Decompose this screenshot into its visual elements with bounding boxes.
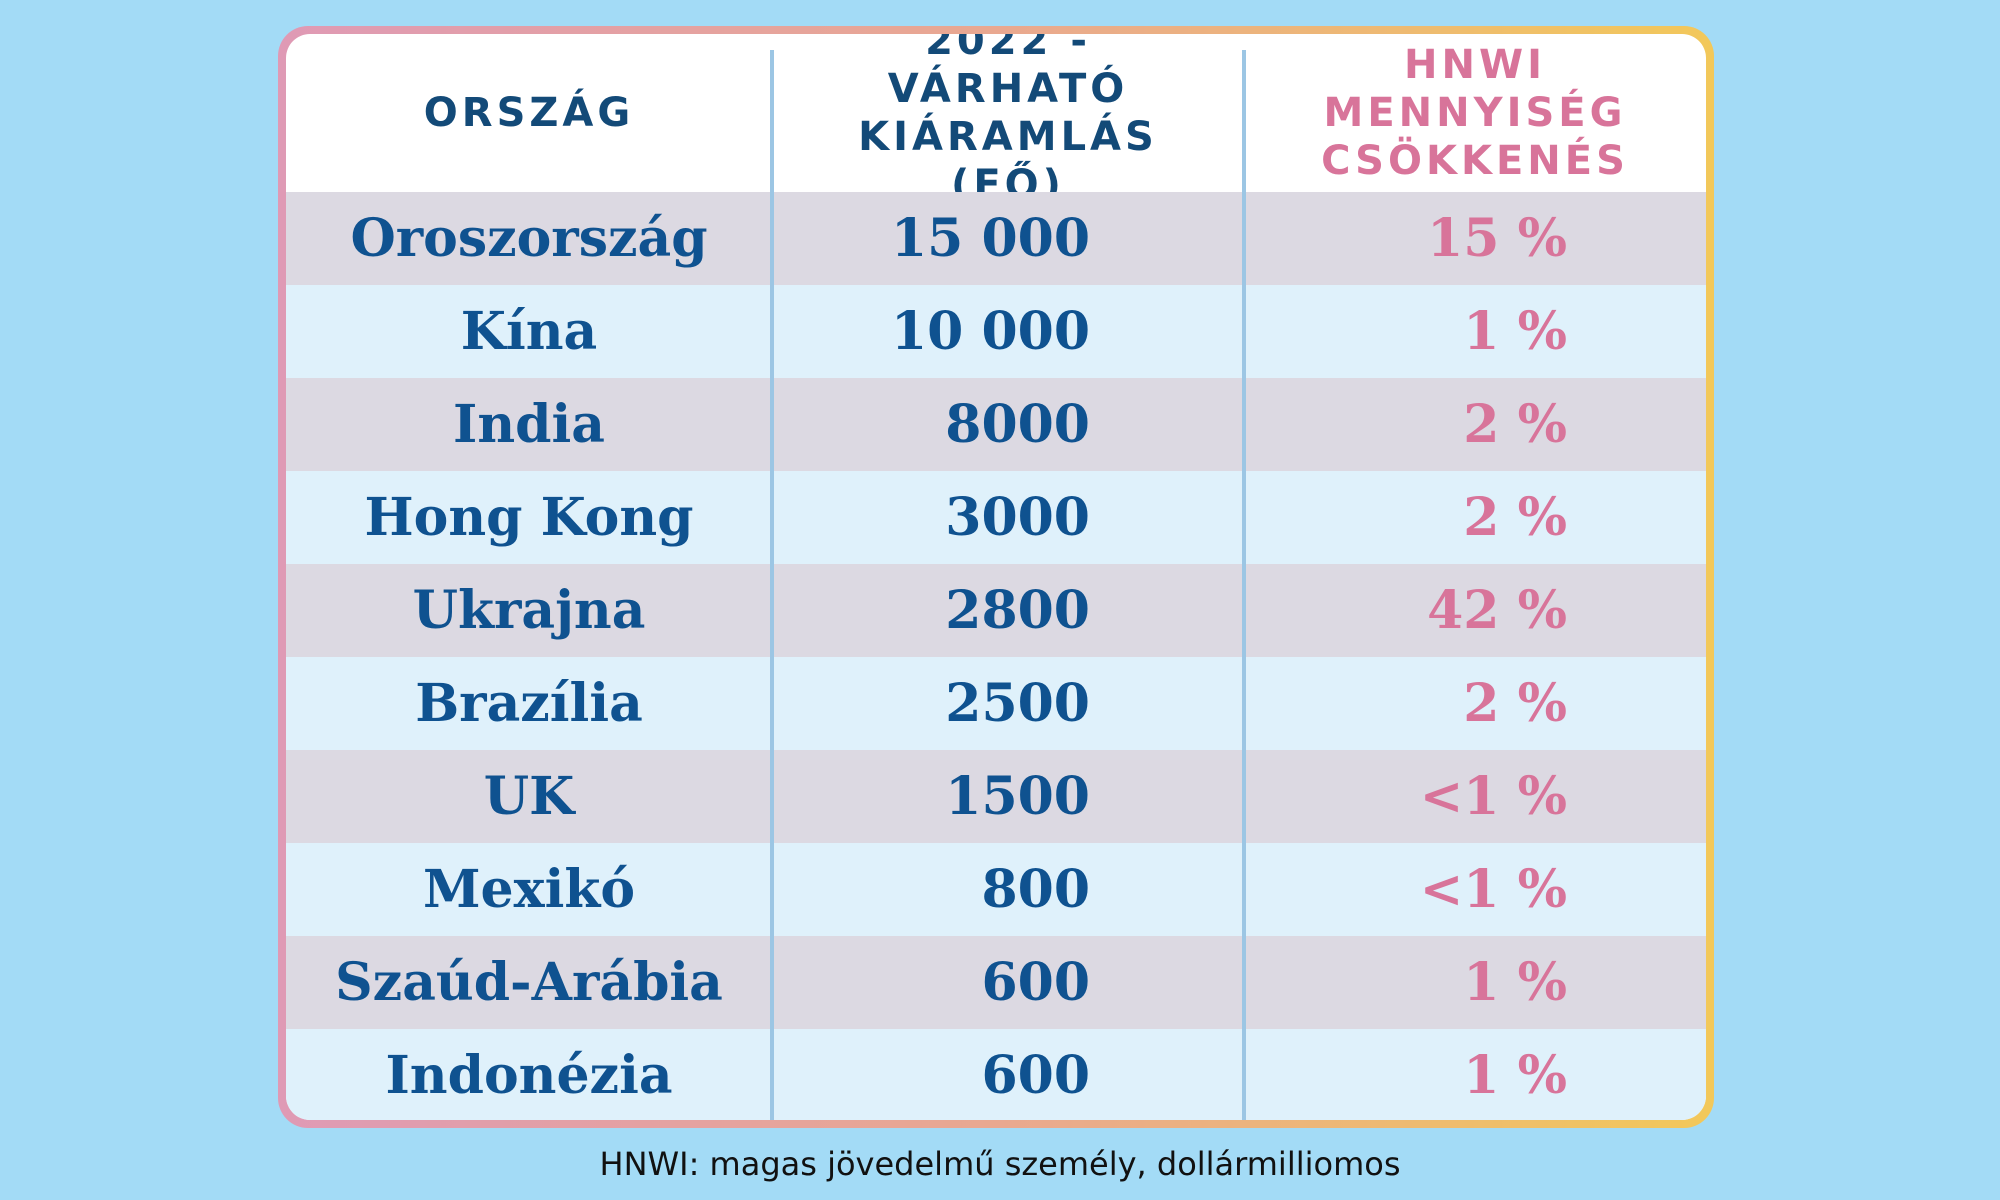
cell-outflow: 3000: [945, 487, 1090, 548]
cell-country: Kína: [460, 301, 598, 362]
cell-country: Oroszország: [350, 208, 708, 269]
cell-decrease: 2 %: [1463, 673, 1567, 734]
cell-outflow: 800: [981, 859, 1090, 920]
cell-decrease: 42 %: [1427, 580, 1567, 641]
cell-outflow: 600: [981, 1045, 1090, 1106]
cell-decrease: 2 %: [1463, 394, 1567, 455]
cell-country: Szaúd-Arábia: [335, 952, 723, 1013]
header-outflow: 2022 - VÁRHATÓ KIÁRAMLÁS (FŐ): [858, 34, 1158, 208]
cell-country: Indonézia: [385, 1045, 673, 1106]
cell-outflow: 1500: [945, 766, 1090, 827]
table-row: Ukrajna 2800 42 %: [286, 564, 1706, 657]
cell-decrease: 1 %: [1463, 301, 1567, 362]
cell-decrease: <1 %: [1419, 766, 1567, 827]
table-row: India 8000 2 %: [286, 378, 1706, 471]
table-row: Indonézia 600 1 %: [286, 1029, 1706, 1120]
cell-outflow: 600: [981, 952, 1090, 1013]
cell-decrease: 2 %: [1463, 487, 1567, 548]
cell-outflow: 2500: [945, 673, 1090, 734]
table-row: Oroszország 15 000 15 %: [286, 192, 1706, 285]
table-row: Mexikó 800 <1 %: [286, 843, 1706, 936]
table-row: Hong Kong 3000 2 %: [286, 471, 1706, 564]
table: ORSZÁG 2022 - VÁRHATÓ KIÁRAMLÁS (FŐ) HNW…: [286, 34, 1706, 1120]
table-row: UK 1500 <1 %: [286, 750, 1706, 843]
cell-decrease: <1 %: [1419, 859, 1567, 920]
cell-outflow: 2800: [945, 580, 1090, 641]
column-divider: [770, 50, 774, 1120]
cell-outflow: 15 000: [890, 208, 1090, 269]
cell-decrease: 1 %: [1463, 1045, 1567, 1106]
header-hnwi-decrease: HNWI MENNYISÉG CSÖKKENÉS: [1321, 42, 1629, 184]
column-divider: [1242, 50, 1246, 1120]
cell-country: India: [453, 394, 605, 455]
cell-country: Ukrajna: [412, 580, 646, 641]
cell-outflow: 8000: [945, 394, 1090, 455]
cell-outflow: 10 000: [890, 301, 1090, 362]
cell-country: Brazília: [415, 673, 643, 734]
table-card: ORSZÁG 2022 - VÁRHATÓ KIÁRAMLÁS (FŐ) HNW…: [278, 26, 1714, 1128]
table-header: ORSZÁG 2022 - VÁRHATÓ KIÁRAMLÁS (FŐ) HNW…: [286, 34, 1706, 208]
footnote: HNWI: magas jövedelmű személy, dollármil…: [599, 1145, 1401, 1183]
cell-decrease: 1 %: [1463, 952, 1567, 1013]
cell-country: UK: [483, 766, 575, 827]
cell-decrease: 15 %: [1427, 208, 1567, 269]
table-row: Szaúd-Arábia 600 1 %: [286, 936, 1706, 1029]
table-row: Brazília 2500 2 %: [286, 657, 1706, 750]
table-row: Kína 10 000 1 %: [286, 285, 1706, 378]
header-country: ORSZÁG: [423, 90, 635, 136]
cell-country: Hong Kong: [364, 487, 694, 548]
cell-country: Mexikó: [422, 859, 636, 920]
table-body: Oroszország 15 000 15 % Kína 10 000 1 % India 8…: [286, 192, 1706, 1120]
